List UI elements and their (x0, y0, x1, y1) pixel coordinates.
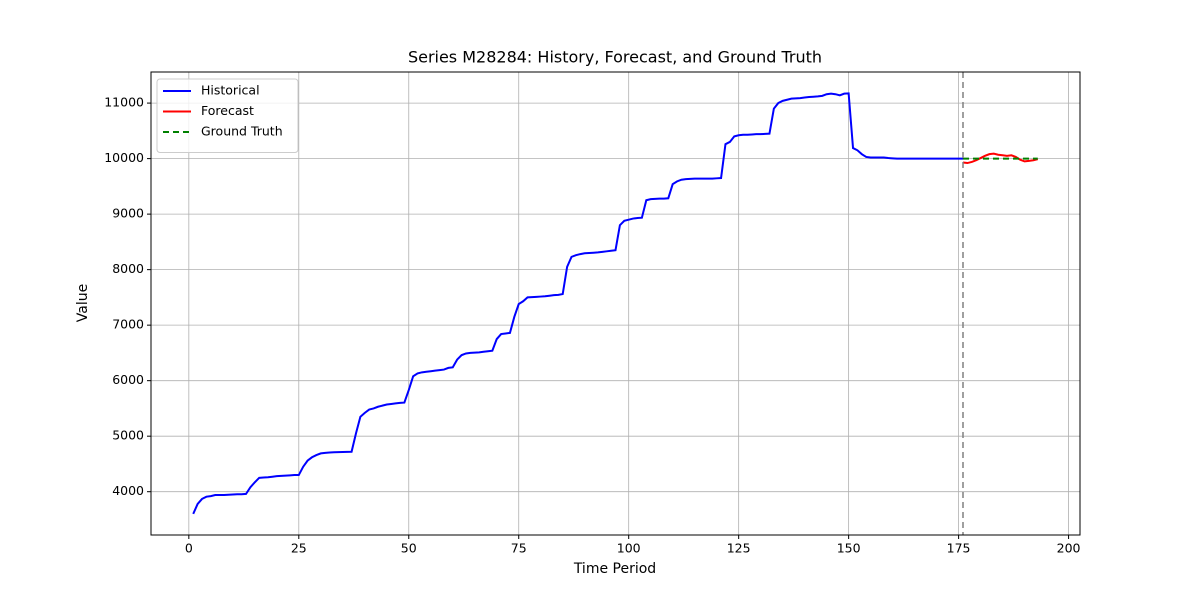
x-tick-label: 125 (727, 541, 751, 556)
plot-frame (150, 71, 1081, 536)
x-tick-label: 100 (617, 541, 641, 556)
x-tick-label: 0 (185, 541, 193, 556)
x-tick-label: 175 (947, 541, 971, 556)
y-tick-label: 9000 (112, 206, 144, 221)
chart-title: Series M28284: History, Forecast, and Gr… (408, 48, 822, 67)
x-tick-label: 200 (1057, 541, 1081, 556)
x-tick-label: 25 (291, 541, 307, 556)
y-tick-label: 4000 (112, 483, 144, 498)
x-tick-label: 75 (511, 541, 527, 556)
x-axis-label: Time Period (573, 561, 656, 577)
x-tick-label: 50 (401, 541, 417, 556)
legend-label: Ground Truth (201, 124, 283, 139)
legend: Historical Forecast Ground Truth (156, 78, 299, 153)
y-tick-label: 11000 (104, 95, 144, 110)
y-tick-label: 7000 (112, 317, 144, 332)
y-tick-label: 5000 (112, 428, 144, 443)
series-line (962, 152, 1039, 165)
series-line (192, 92, 963, 515)
legend-label: Historical (201, 83, 260, 98)
x-tick-label: 150 (837, 541, 861, 556)
y-tick-label: 10000 (104, 150, 144, 165)
y-axis-label: Value (75, 284, 91, 322)
y-tick-label: 6000 (112, 372, 144, 387)
legend-label: Forecast (201, 103, 254, 118)
y-tick-label: 8000 (112, 261, 144, 276)
legend-box (156, 78, 299, 153)
